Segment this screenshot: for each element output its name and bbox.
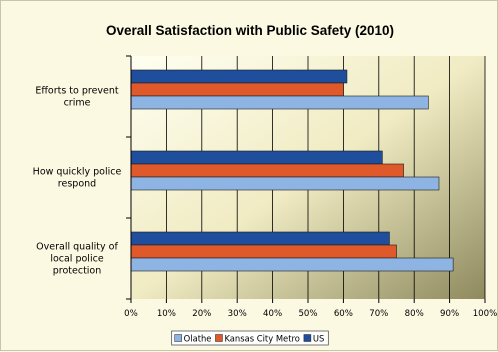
legend-swatch-us: [303, 334, 312, 342]
axis-layer: [126, 55, 486, 303]
legend: Olathe Kansas City Metro US: [171, 330, 329, 346]
bar-olathe: [130, 176, 440, 191]
legend-label-us: US: [313, 334, 324, 344]
x-tick-label: 100%: [473, 309, 498, 319]
legend-label-kansas-city-metro: Kansas City Metro: [224, 334, 299, 344]
category-label: crime: [64, 98, 91, 109]
bar-olathe: [130, 257, 454, 272]
bar-us: [130, 231, 390, 246]
x-tick-labels: 0% 10% 20% 30% 40% 50% 60% 70% 80% 90% 100%: [124, 309, 497, 319]
legend-swatch-olathe: [174, 334, 182, 342]
chart-title: Overall Satisfaction with Public Safety …: [106, 23, 394, 38]
legend-label-olathe: Olathe: [184, 334, 212, 344]
category-label: protection: [53, 266, 102, 277]
bar-olathe: [130, 95, 429, 110]
bars-layer: [130, 69, 454, 272]
x-tick-label: 40%: [263, 309, 282, 319]
category-label: Overall quality of: [36, 242, 118, 253]
x-tick-label: 10%: [157, 309, 176, 319]
category-label: How quickly police: [33, 167, 122, 178]
x-tick-label: 90%: [440, 309, 459, 319]
x-tick-label: 30%: [228, 309, 247, 319]
bar-us: [130, 69, 348, 84]
legend-swatch-kansas-city-metro: [215, 334, 223, 342]
category-label: local police: [50, 254, 104, 265]
x-tick-label: 50%: [298, 309, 317, 319]
x-tick-label: 0%: [124, 309, 138, 319]
x-tick-label: 70%: [369, 309, 388, 319]
x-tick-label: 60%: [334, 309, 353, 319]
bar-kansas-city-metro: [130, 82, 344, 97]
bar-us: [130, 150, 383, 165]
category-label: respond: [58, 179, 96, 190]
x-tick-label: 80%: [405, 309, 424, 319]
category-label: Efforts to prevent: [35, 86, 119, 97]
legend-box: [171, 330, 329, 346]
x-tick-label: 20%: [192, 309, 211, 319]
bar-kansas-city-metro: [130, 244, 397, 259]
bar-kansas-city-metro: [130, 163, 404, 178]
